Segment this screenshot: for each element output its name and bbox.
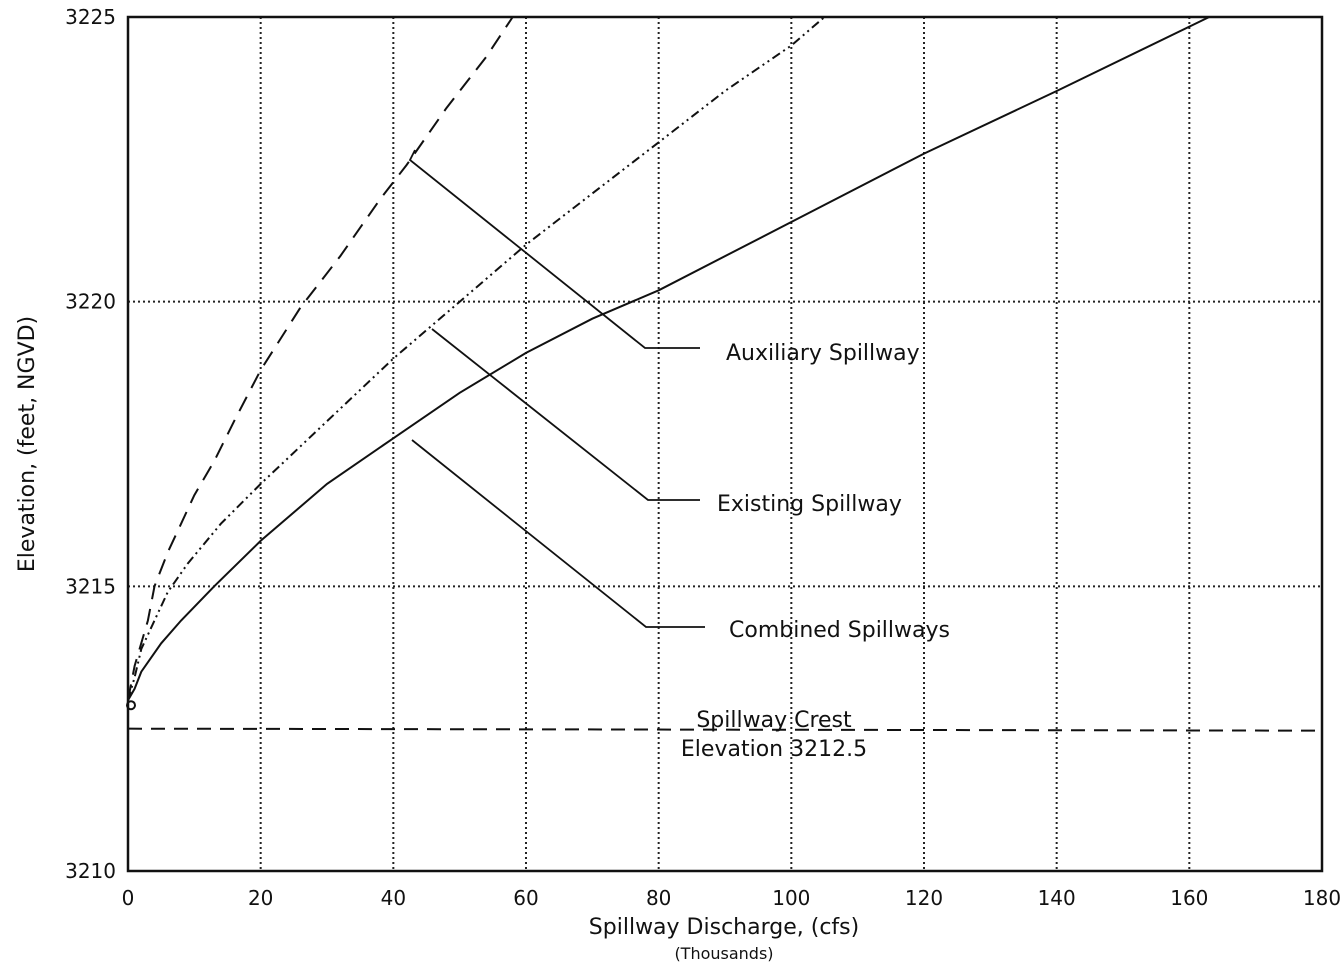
x-tick-label: 40 xyxy=(381,886,406,910)
x-tick-label: 20 xyxy=(248,886,273,910)
spillway-crest-line xyxy=(127,727,1323,732)
y-tick-label: 3220 xyxy=(65,290,116,314)
x-tick-label: 0 xyxy=(122,886,135,910)
annotation-crest-line1: Spillway Crest xyxy=(696,708,852,733)
x-axis-title: Spillway Discharge, (cfs) xyxy=(589,915,859,940)
annotation-combined-spillways: Combined Spillways xyxy=(729,618,950,643)
leader-layer xyxy=(408,149,705,628)
leader-auxiliary-spillway xyxy=(408,149,700,349)
tick-label-layer: 0 20 40 60 80 100 120 140 160 180 3210 3215 3220 3225 xyxy=(65,5,1341,910)
x-tick-label: 100 xyxy=(772,886,810,910)
series-line-auxiliary-spillway xyxy=(127,16,514,701)
annotation-existing-spillway: Existing Spillway xyxy=(717,492,902,517)
x-tick-label: 180 xyxy=(1303,886,1341,910)
leader-combined-spillways xyxy=(411,439,705,628)
x-tick-label: 120 xyxy=(905,886,943,910)
leader-existing-spillway xyxy=(431,328,700,501)
annotation-crest-line2: Elevation 3212.5 xyxy=(681,737,867,762)
y-tick-label: 3215 xyxy=(65,574,116,598)
reference-layer xyxy=(127,727,1323,732)
x-tick-label: 160 xyxy=(1170,886,1208,910)
annotation-auxiliary-spillway: Auxiliary Spillway xyxy=(726,341,920,366)
series-line-existing-spillway xyxy=(127,16,826,701)
x-tick-label: 80 xyxy=(646,886,671,910)
x-axis-subtitle: (Thousands) xyxy=(674,944,773,963)
series-line-combined-spillways xyxy=(127,16,1210,701)
y-axis-title: Elevation, (feet, NGVD) xyxy=(15,316,40,572)
x-tick-label: 140 xyxy=(1038,886,1076,910)
y-tick-label: 3210 xyxy=(65,859,116,883)
plot-frame xyxy=(126,15,1324,873)
y-tick-label: 3225 xyxy=(65,5,116,29)
series-layer xyxy=(126,16,1210,711)
x-tick-label: 60 xyxy=(513,886,538,910)
